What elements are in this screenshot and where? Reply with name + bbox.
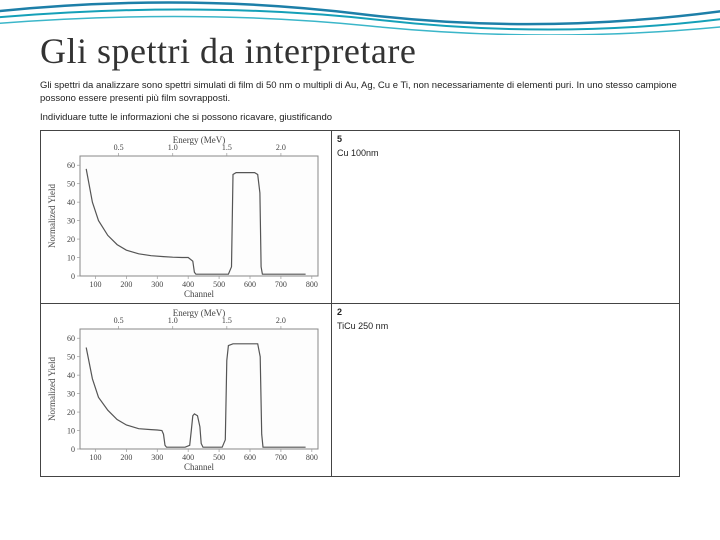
table-row: 0 10 20 30 40 50 60 100 200 300 400 500 600 700 800 0.5… xyxy=(41,131,680,304)
svg-text:200: 200 xyxy=(120,280,132,289)
row-label: TiCu 250 nm xyxy=(337,321,388,331)
svg-text:100: 100 xyxy=(89,280,101,289)
body-paragraph-1: Gli spettri da analizzare sono spettri s… xyxy=(40,80,680,106)
spectrum-label-cell: 2 TiCu 250 nm xyxy=(332,304,680,477)
svg-text:30: 30 xyxy=(67,390,75,399)
svg-text:200: 200 xyxy=(120,453,132,462)
svg-text:10: 10 xyxy=(67,427,75,436)
row-label: Cu 100nm xyxy=(337,148,379,158)
svg-text:0.5: 0.5 xyxy=(114,316,124,325)
svg-text:Channel: Channel xyxy=(184,289,214,299)
svg-text:50: 50 xyxy=(67,353,75,362)
body-paragraph-2: Individuare tutte le informazioni che si… xyxy=(40,112,680,125)
svg-text:Energy (MeV): Energy (MeV) xyxy=(173,135,226,145)
svg-text:40: 40 xyxy=(67,199,75,208)
svg-text:600: 600 xyxy=(244,280,256,289)
spectrum-label-cell: 5 Cu 100nm xyxy=(332,131,680,304)
svg-text:800: 800 xyxy=(306,280,318,289)
slide-body: Gli spettri da interpretare Gli spettri … xyxy=(0,0,720,487)
page-title: Gli spettri da interpretare xyxy=(40,30,680,72)
svg-text:0: 0 xyxy=(71,445,75,454)
svg-text:700: 700 xyxy=(275,280,287,289)
svg-text:600: 600 xyxy=(244,453,256,462)
spectrum-chart-cell: 0 10 20 30 40 50 60 100 200 300 400 500 600 700 800 0.5… xyxy=(41,304,332,477)
row-index: 5 xyxy=(337,134,674,144)
svg-text:10: 10 xyxy=(67,254,75,263)
svg-text:30: 30 xyxy=(67,217,75,226)
svg-text:20: 20 xyxy=(67,409,75,418)
svg-text:800: 800 xyxy=(306,453,318,462)
svg-text:700: 700 xyxy=(275,453,287,462)
svg-text:Channel: Channel xyxy=(184,462,214,472)
svg-text:2.0: 2.0 xyxy=(276,143,286,152)
svg-text:300: 300 xyxy=(151,280,163,289)
svg-text:60: 60 xyxy=(67,335,75,344)
svg-text:400: 400 xyxy=(182,453,194,462)
svg-text:Normalized Yield: Normalized Yield xyxy=(47,357,57,421)
svg-text:20: 20 xyxy=(67,236,75,245)
svg-text:Energy (MeV): Energy (MeV) xyxy=(173,308,226,318)
svg-text:0: 0 xyxy=(71,272,75,281)
spectra-table: 01020304050601002003004005006007008000.5… xyxy=(40,130,680,477)
svg-text:60: 60 xyxy=(67,162,75,171)
svg-text:500: 500 xyxy=(213,280,225,289)
svg-text:40: 40 xyxy=(67,372,75,381)
svg-text:400: 400 xyxy=(182,280,194,289)
svg-text:300: 300 xyxy=(151,453,163,462)
table-row: 0 10 20 30 40 50 60 100 200 300 400 500 600 700 800 0.5… xyxy=(41,304,680,477)
svg-text:0.5: 0.5 xyxy=(114,143,124,152)
svg-text:500: 500 xyxy=(213,453,225,462)
spectrum-chart-cell: 0 10 20 30 40 50 60 100 200 300 400 500 600 700 800 0.5… xyxy=(41,131,332,304)
svg-text:100: 100 xyxy=(89,453,101,462)
row-index: 2 xyxy=(337,307,674,317)
svg-text:Normalized Yield: Normalized Yield xyxy=(47,184,57,248)
svg-text:2.0: 2.0 xyxy=(276,316,286,325)
svg-text:50: 50 xyxy=(67,180,75,189)
